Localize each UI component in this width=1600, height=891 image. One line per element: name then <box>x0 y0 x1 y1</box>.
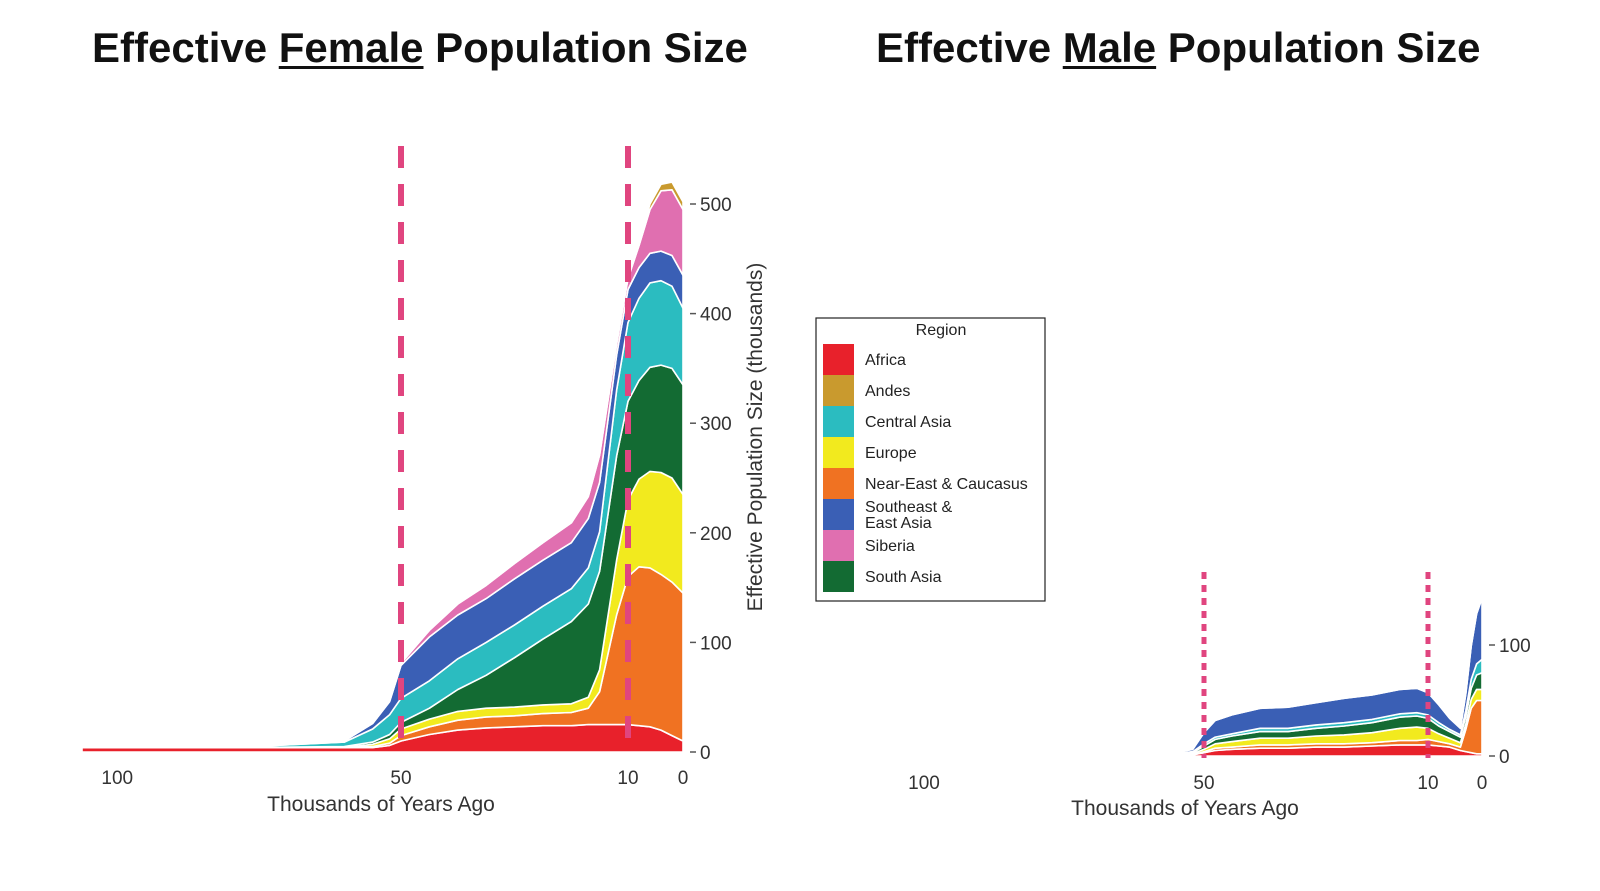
female-x-tick-100: 100 <box>101 768 133 789</box>
legend-label-africa: Africa <box>865 352 906 369</box>
male-x-tick-0: 0 <box>1477 773 1488 794</box>
female-x-tick-10: 10 <box>617 768 638 789</box>
male-x-axis-label: Thousands of Years Ago <box>1071 797 1299 820</box>
male-x-tick-50: 50 <box>1193 773 1214 794</box>
female-y-tick-400: 400 <box>700 305 732 326</box>
female-x-tick-50: 50 <box>390 768 411 789</box>
female-title-emphasis: Female <box>278 24 424 71</box>
legend-swatch-near-east-caucasus <box>823 468 854 499</box>
female-y-tick-100: 100 <box>700 633 732 654</box>
legend-label-central-asia: Central Asia <box>865 414 951 431</box>
legend-label-europe: Europe <box>865 445 917 462</box>
male-title-prefix: Effective <box>876 24 1063 71</box>
male-x-tick-10: 10 <box>1417 773 1438 794</box>
male-title-emphasis: Male <box>1062 24 1157 71</box>
female-x-tick-0: 0 <box>678 768 689 789</box>
female-title-suffix: Population Size <box>423 24 748 71</box>
region-legend: Region Africa Andes Central Asia Europe Near-… <box>815 317 1046 602</box>
legend-swatch-siberia <box>823 530 854 561</box>
legend-swatch-central-asia <box>823 406 854 437</box>
female-y-tick-0: 0 <box>700 743 711 764</box>
female-y-tick-200: 200 <box>700 524 732 545</box>
legend-swatch-southeast-east-asia <box>823 499 854 530</box>
female-title-prefix: Effective <box>92 24 279 71</box>
legend-label-andes: Andes <box>865 383 910 400</box>
female-area-andes <box>81 181 684 749</box>
legend-swatch-africa <box>823 344 854 375</box>
legend-label-southeast-east-asia: Southeast & East Asia <box>865 499 953 532</box>
male-area-andes <box>839 595 1483 756</box>
legend-label-siberia: Siberia <box>865 538 915 555</box>
male-chart-title: Effective Male Population Size <box>876 24 1480 72</box>
legend-title: Region <box>916 322 967 339</box>
legend-swatch-europe <box>823 437 854 468</box>
female-y-axis-label: Effective Population Size (thousands) <box>744 263 767 612</box>
female-y-tick-300: 300 <box>700 414 732 435</box>
male-title-suffix: Population Size <box>1156 24 1481 71</box>
female-x-axis-label: Thousands of Years Ago <box>267 793 495 816</box>
female-chart-title: Effective Female Population Size <box>92 24 748 72</box>
legend-label-south-asia: South Asia <box>865 569 942 586</box>
male-y-tick-100: 100 <box>1499 636 1531 657</box>
legend-swatch-andes <box>823 375 854 406</box>
legend-label-near-east-caucasus: Near-East & Caucasus <box>865 476 1028 493</box>
legend-box <box>815 317 1046 602</box>
male-x-tick-100: 100 <box>908 773 940 794</box>
legend-swatch-south-asia <box>823 561 854 592</box>
female-y-tick-500: 500 <box>700 195 732 216</box>
male-y-tick-0: 0 <box>1499 747 1510 768</box>
